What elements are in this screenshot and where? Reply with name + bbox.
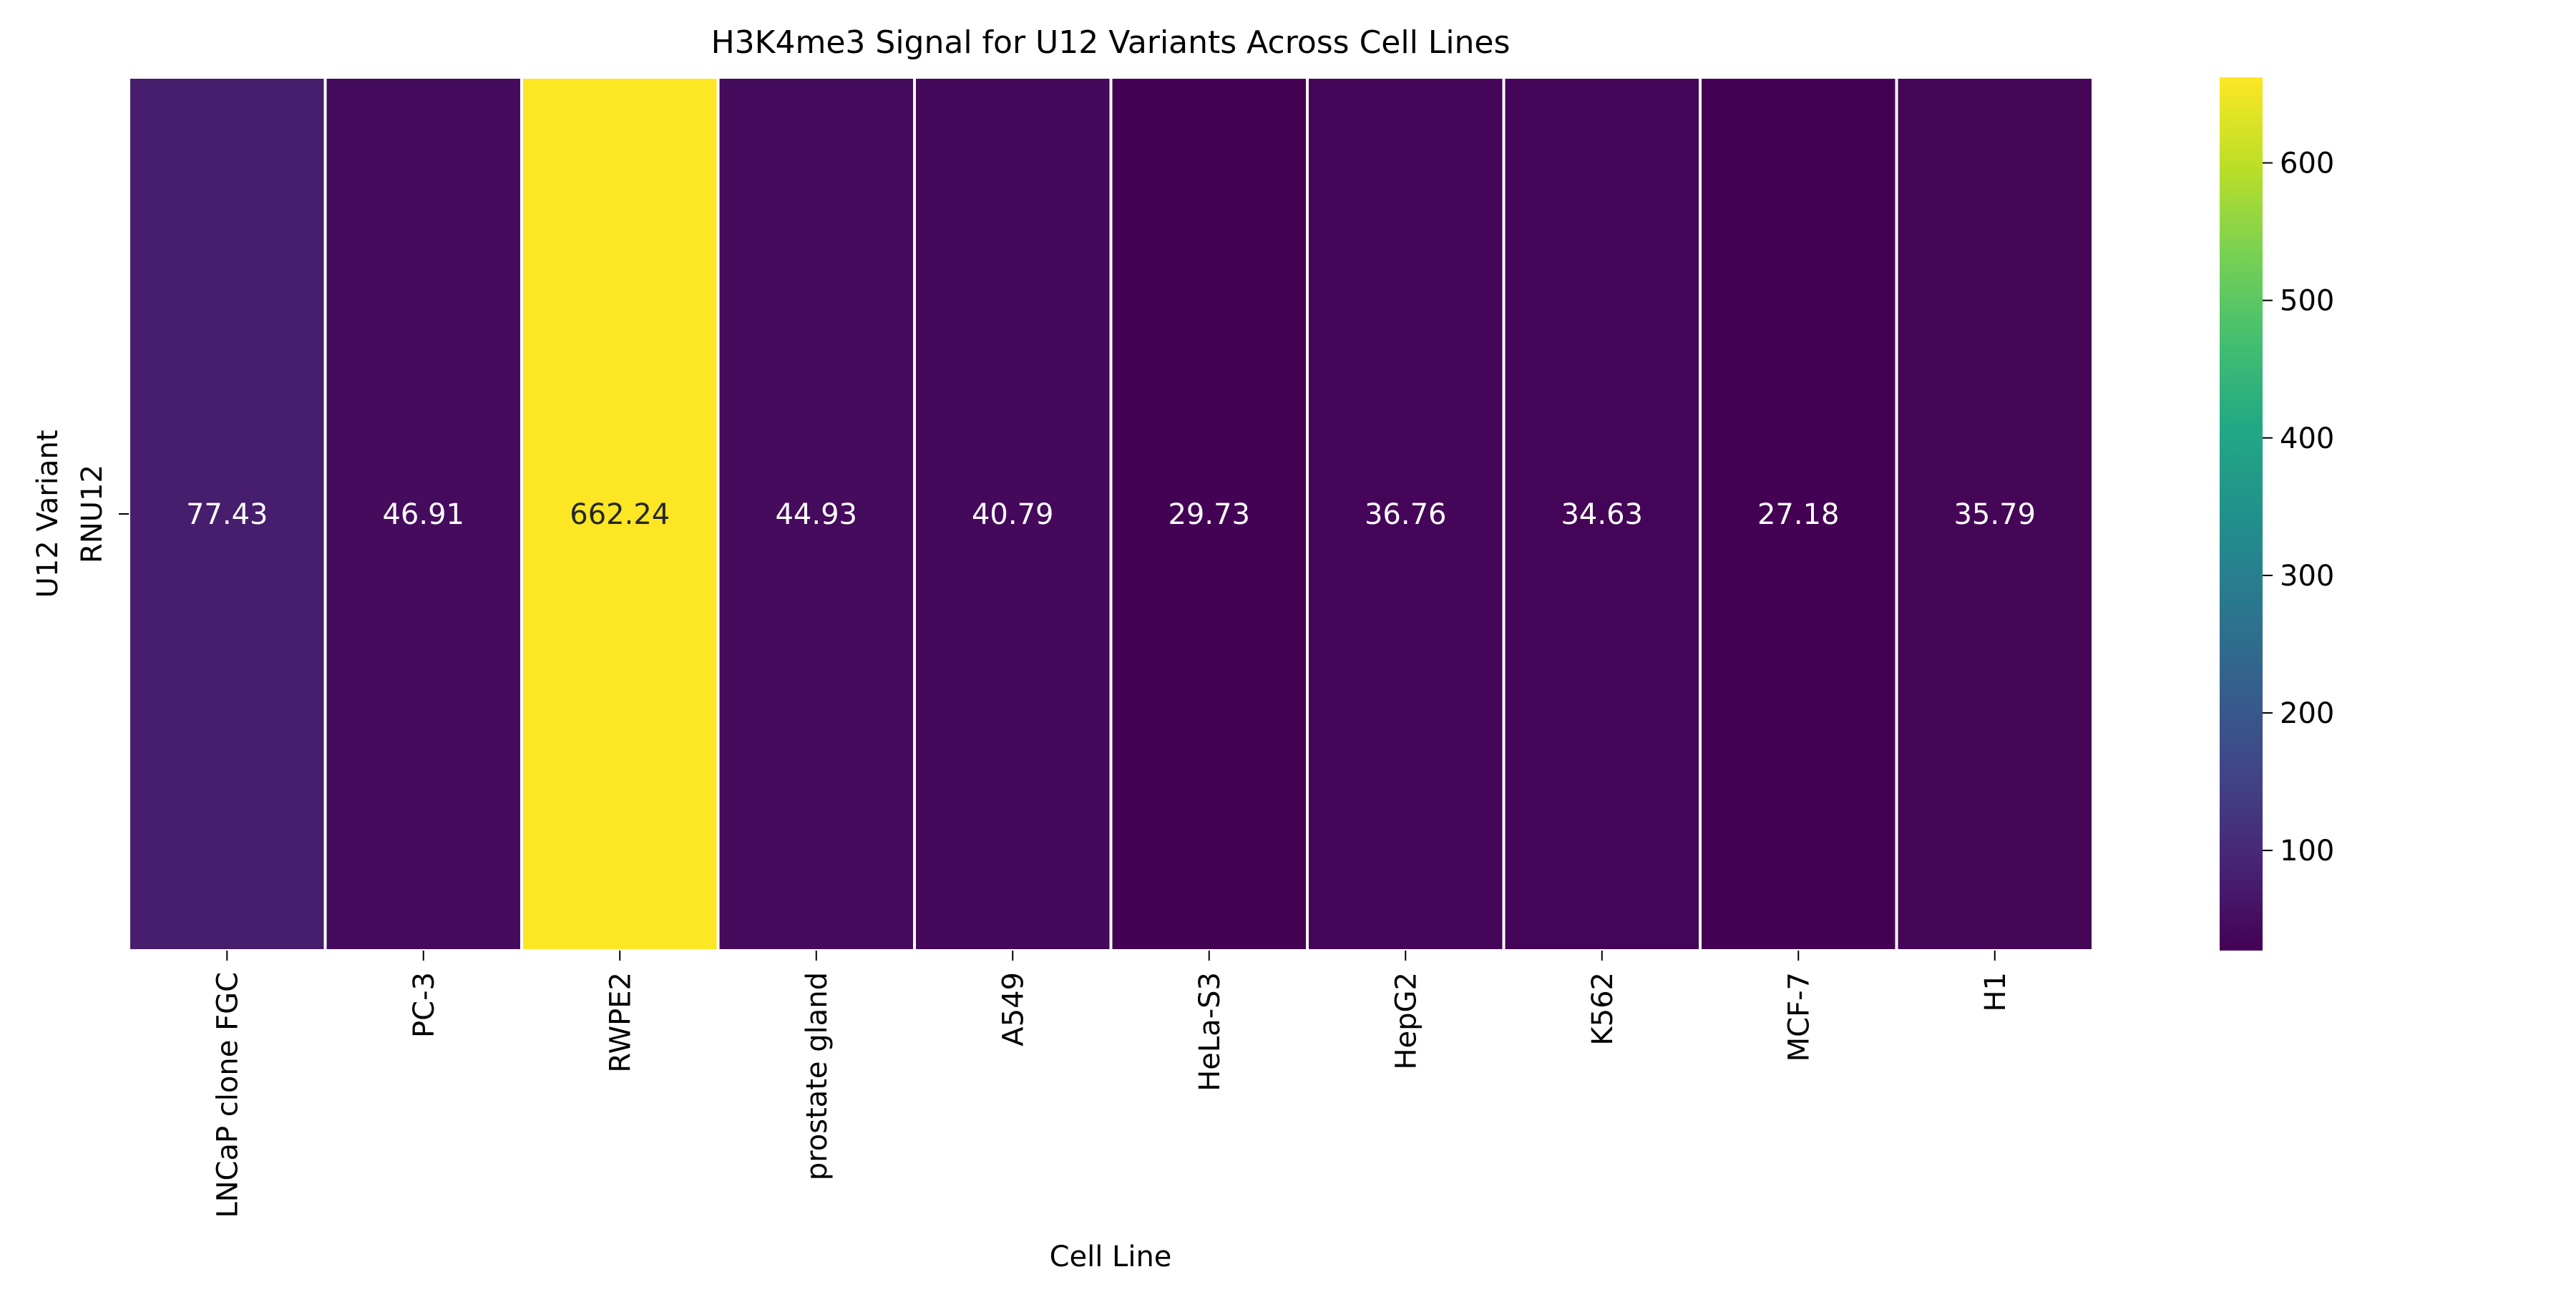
- x-tick-label: K562: [1586, 972, 1619, 1046]
- colorbar-tick-label: 400: [2280, 422, 2334, 455]
- heatmap-cell: [913, 76, 1113, 952]
- heatmap-cell: [520, 76, 720, 952]
- heatmap-value-labels: 77.43 46.91 662.24 44.93 40.79 29.73 36.76 34.6…: [186, 498, 2036, 531]
- x-tick-label: RWPE2: [604, 972, 637, 1073]
- colorbar-tick-label: 300: [2280, 560, 2334, 593]
- colorbar-tick-label: 100: [2280, 835, 2334, 868]
- heatmap-cell: [323, 76, 523, 952]
- heatmap-cell: [1895, 76, 2094, 952]
- x-axis: LNCaP clone FGC PC-3 RWPE2 prostate gland A5…: [211, 951, 2012, 1218]
- heatmap-cells: [127, 76, 2094, 952]
- y-tick-label: RNU12: [76, 465, 109, 563]
- cell-value-label: 46.91: [382, 498, 464, 531]
- heatmap-cell: [1109, 76, 1309, 952]
- x-tick-label: H1: [1979, 972, 2012, 1012]
- cell-value-label: 34.63: [1561, 498, 1643, 531]
- colorbar: [2220, 77, 2263, 951]
- heatmap-cell: [716, 76, 916, 952]
- x-tick-label: MCF-7: [1782, 972, 1815, 1062]
- y-axis-label: U12 Variant: [31, 430, 64, 598]
- y-axis: RNU12: [76, 465, 129, 563]
- x-tick-label: HepG2: [1390, 972, 1423, 1070]
- cell-value-label: 44.93: [775, 498, 857, 531]
- x-tick-label: HeLa-S3: [1194, 972, 1226, 1092]
- x-tick-label: LNCaP clone FGC: [211, 972, 244, 1218]
- x-tick-label: prostate gland: [801, 972, 834, 1180]
- cell-value-label: 35.79: [1953, 498, 2036, 531]
- colorbar-tick-label: 600: [2280, 147, 2334, 180]
- heatmap-cell: [1502, 76, 1702, 952]
- x-tick-label: A549: [997, 972, 1030, 1046]
- colorbar-tick-label: 500: [2280, 285, 2334, 318]
- cell-value-label: 77.43: [186, 498, 268, 531]
- x-tick-label: PC-3: [408, 972, 441, 1038]
- cell-value-label: 662.24: [570, 498, 670, 531]
- heatmap-cell: [127, 76, 327, 952]
- cell-value-label: 29.73: [1168, 498, 1250, 531]
- x-axis-label: Cell Line: [1050, 1240, 1172, 1273]
- cell-value-label: 36.76: [1365, 498, 1447, 531]
- cell-value-label: 40.79: [972, 498, 1054, 531]
- colorbar-ticks: 100 200 300 400 500 600: [2263, 147, 2334, 868]
- cell-value-label: 27.18: [1757, 498, 1840, 531]
- colorbar-tick-label: 200: [2280, 697, 2334, 730]
- chart-title: H3K4me3 Signal for U12 Variants Across C…: [711, 24, 1511, 61]
